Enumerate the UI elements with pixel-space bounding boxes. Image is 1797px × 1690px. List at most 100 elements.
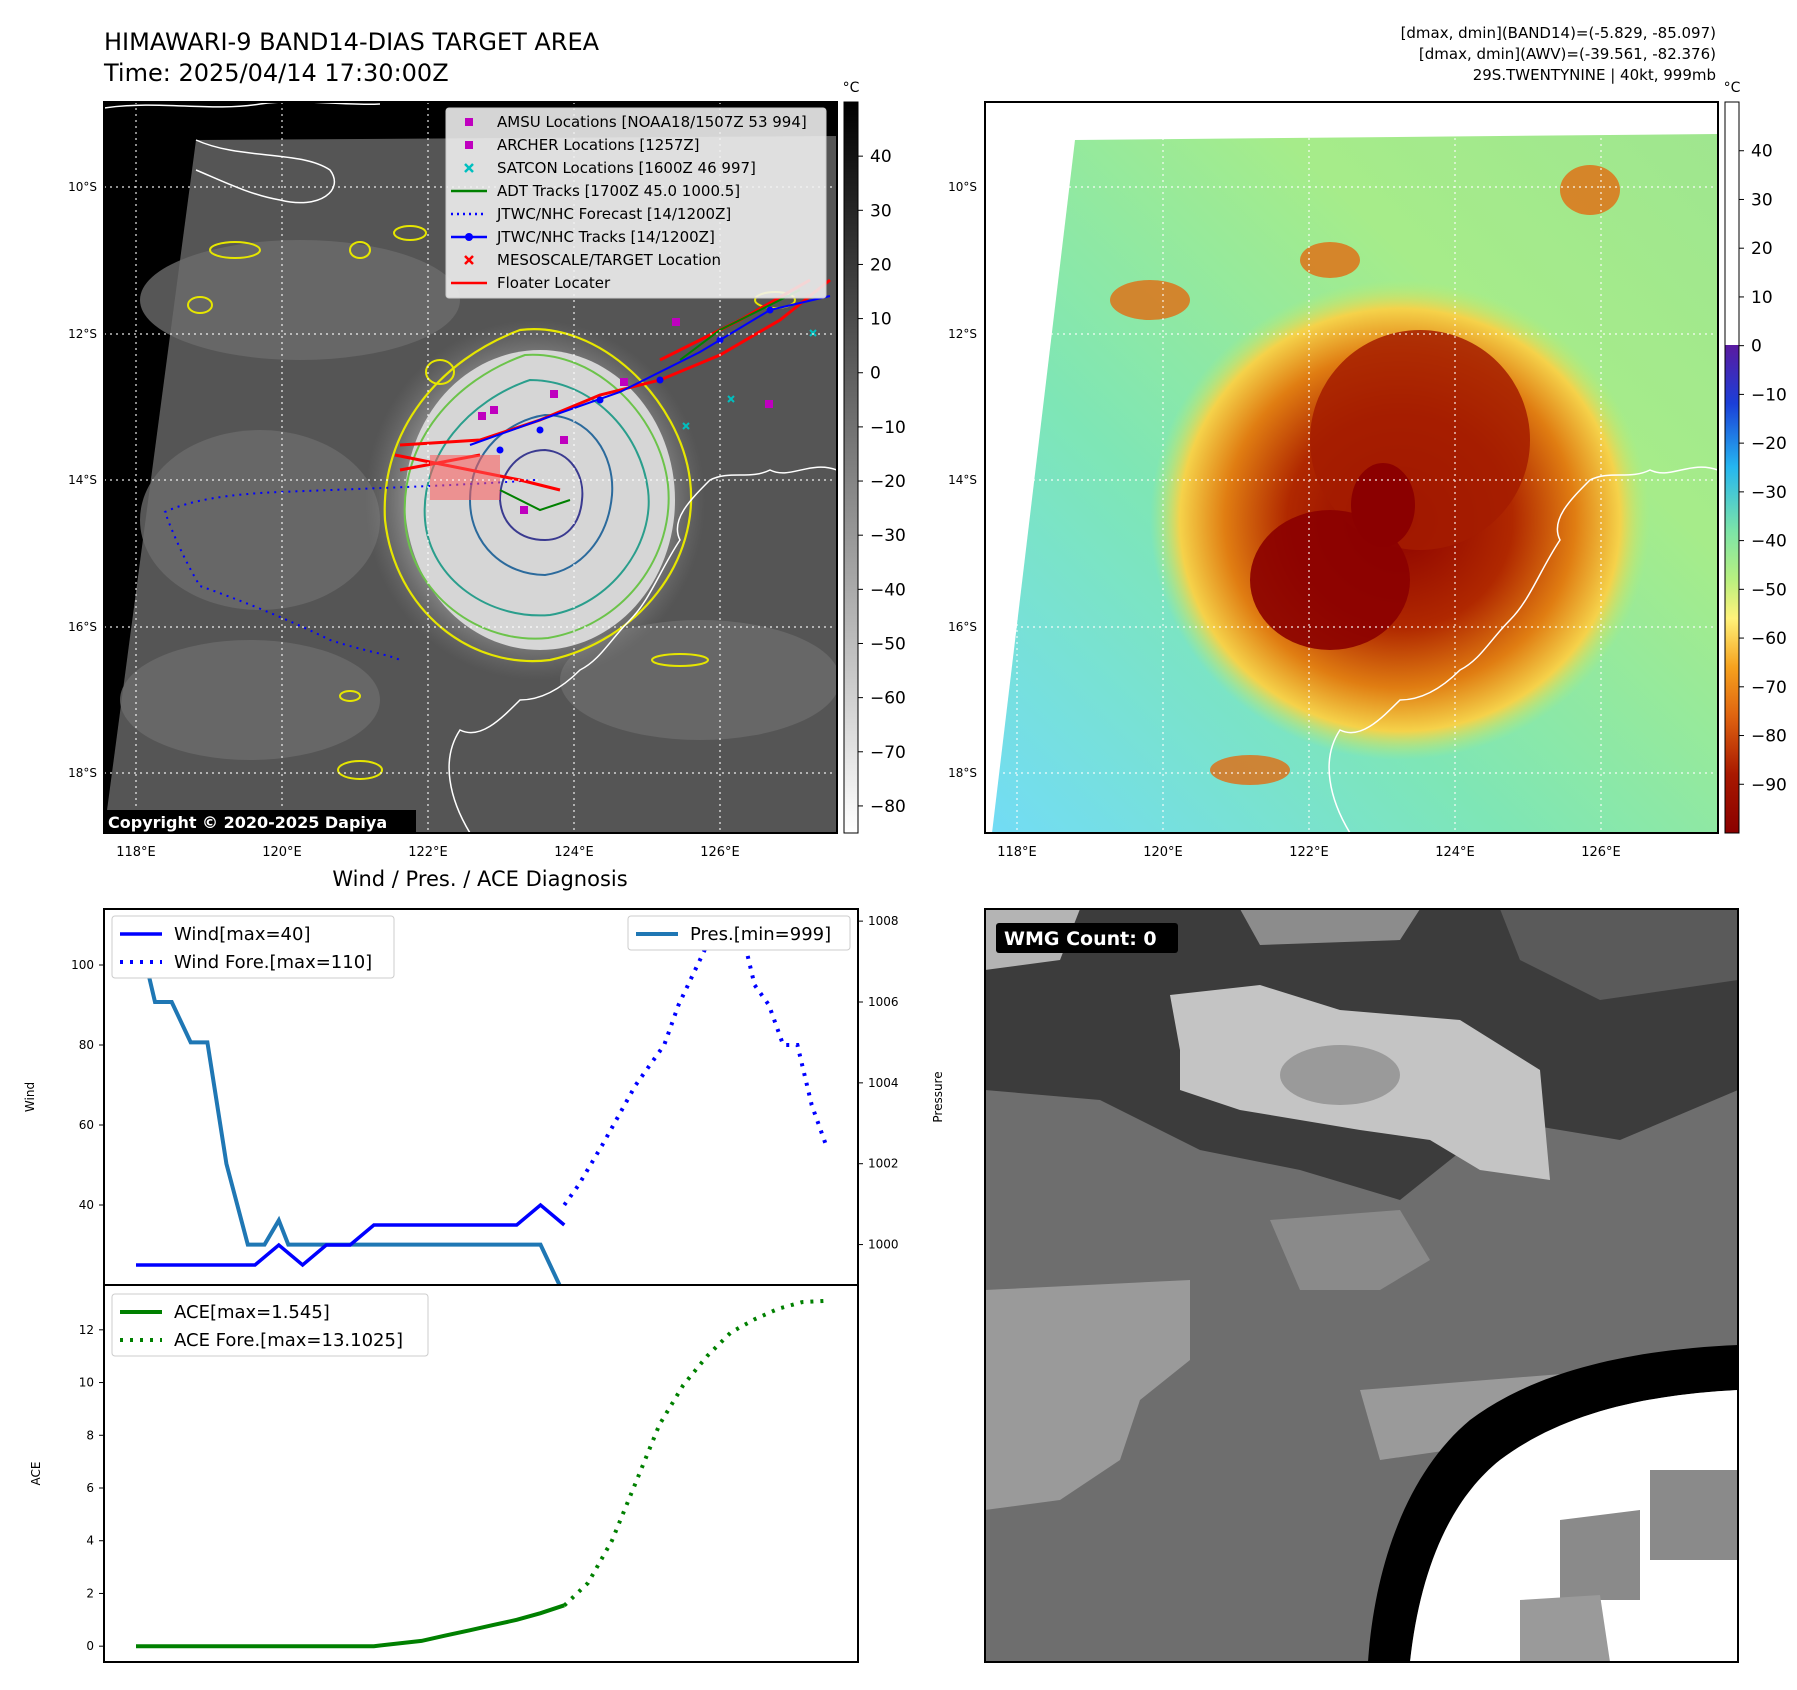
colorbar-tick-label: 30 [870,201,892,221]
legend-pressure-label: Pres.[min=999] [690,924,831,945]
colorbar-tick-label: −20 [1751,434,1787,454]
latitude-labels-right: 10°S 12°S 14°S 16°S 18°S [948,180,977,780]
lon-label: 122°E [1289,845,1329,860]
colorbar-tick-label: 40 [1751,142,1773,162]
wmg-count-label: WMG Count: 0 [1004,928,1157,950]
legend-item: JTWC/NHC Forecast [14/1200Z] [451,205,731,223]
colorbar-tick-label: 40 [870,147,892,167]
figure-title: HIMAWARI-9 BAND14-DIAS TARGET AREA [104,28,600,56]
colorbar-tick-label: −40 [1751,532,1787,552]
pressure-legend: Pres.[min=999] [627,915,851,951]
awv-colorbar-lower [1725,345,1739,833]
colorbar-tick-label: −80 [870,797,906,817]
lon-label: 120°E [262,845,302,860]
copyright-text: Copyright © 2020-2025 Dapiya [108,813,387,832]
colorbar-tick-label: −70 [1751,678,1787,698]
wind-legend: Wind[max=40] Wind Fore.[max=110] [111,915,395,979]
lat-label: 10°S [948,180,977,194]
wind-forecast-line [562,921,828,1207]
lon-label: 124°E [554,845,594,860]
longitude-labels-right: 118°E 120°E 122°E 124°E 126°E [997,845,1621,860]
lon-label: 120°E [1143,845,1183,860]
band14-colorbar [843,101,859,834]
legend-label: ADT Tracks [1700Z 45.0 1000.5] [497,182,740,200]
wmg-panel-frame [984,908,1739,1663]
colorbar-left-ticks: 40 30 20 10 0 −10 −20 −30 −40 −50 −60 −70 −80 [858,147,906,817]
lon-label: 124°E [1435,845,1475,860]
legend-marker-x [464,163,474,173]
y-tick-label: 8 [86,1428,94,1442]
ace-line [136,1603,565,1649]
lon-label: 126°E [1581,845,1621,860]
legend-marker-square [465,141,473,149]
colorbar-tick-label: −90 [1751,775,1787,795]
colorbar-tick-label: −80 [1751,727,1787,747]
lat-label: 16°S [68,620,97,634]
lat-label: 16°S [948,620,977,634]
legend-item: MESOSCALE/TARGET Location [464,251,721,269]
storm-id: 29S.TWENTYNINE | 40kt, 999mb [1473,66,1716,84]
colorbar-right-ticks: 40 30 20 10 0 −10 −20 −30 −40 −50 −60 −70 −80 −90 [1739,142,1787,795]
legend-label: JTWC/NHC Forecast [14/1200Z] [496,205,731,223]
legend-label: ARCHER Locations [1257Z] [497,136,700,154]
ace-chart: 0 2 4 6 8 10 12 ACE ACE[max=1.545] ACE Fore.[max=… [29,1284,859,1663]
colorbar-left-unit: °C [843,80,860,96]
colorbar-tick-label: −50 [1751,580,1787,600]
y-tick-label: 4 [86,1534,94,1548]
wmg-panel [985,909,1738,1662]
colorbar-right-unit: °C [1724,80,1741,96]
pressure-axis-label: Pressure [931,1071,945,1122]
legend-marker-square [465,118,473,126]
colorbar-tick-label: −70 [870,743,906,763]
colorbar-tick-label: −60 [870,689,906,709]
colorbar-tick-label: −20 [870,472,906,492]
legend-marker-dot [465,233,473,241]
lat-label: 12°S [68,327,97,341]
awv-colorbar-upper [1725,102,1739,345]
legend-label: Floater Locater [497,274,611,292]
y2-tick-label: 1000 [868,1238,899,1252]
y2-tick-label: 1002 [868,1157,899,1171]
legend-item: AMSU Locations [NOAA18/1507Z 53 994] [465,113,807,131]
y2-tick-label: 1008 [868,914,899,928]
legend-ace-label: ACE[max=1.545] [174,1302,330,1323]
colorbar-tick-label: −10 [870,418,906,438]
wind-axis-label: Wind [23,1082,37,1112]
y-tick-label: 80 [79,1038,94,1052]
map-legend: AMSU Locations [NOAA18/1507Z 53 994] ARCH… [445,107,827,299]
ace-legend: ACE[max=1.545] ACE Fore.[max=13.1025] [111,1293,429,1357]
colorbar-tick-label: −10 [1751,385,1787,405]
ace-chart-frame [103,1284,859,1663]
legend-label: AMSU Locations [NOAA18/1507Z 53 994] [497,113,807,131]
colorbar-tick-label: −60 [1751,629,1787,649]
diagnosis-title: Wind / Pres. / ACE Diagnosis [332,867,627,891]
legend-label: JTWC/NHC Tracks [14/1200Z] [496,228,715,246]
colorbar-tick-label: 0 [870,364,881,384]
dmax-awv: [dmax, dmin](AWV)=(-39.561, -82.376) [1419,45,1716,63]
y-tick-label: 12 [79,1323,94,1337]
colorbar-tick-label: 10 [1751,288,1773,308]
colorbar-tick-label: −40 [870,580,906,600]
ace-forecast-line [562,1298,827,1607]
lat-label: 12°S [948,327,977,341]
latitude-labels-left: 10°S 12°S 14°S 16°S 18°S [68,180,97,780]
lon-label: 118°E [997,845,1037,860]
colorbar-tick-label: −30 [1751,483,1787,503]
legend-marker-x [464,255,474,265]
legend-item: ADT Tracks [1700Z 45.0 1000.5] [451,182,740,200]
y-tick-label: 10 [79,1376,94,1390]
colorbar-tick-label: 20 [1751,239,1773,259]
colorbar-tick-label: 10 [870,310,892,330]
legend-item: Floater Locater [451,274,611,292]
legend-item: SATCON Locations [1600Z 46 997] [464,159,756,177]
y-tick-label: 60 [79,1118,94,1132]
longitude-labels-left: 118°E 120°E 122°E 124°E 126°E [116,845,740,860]
lat-label: 14°S [68,473,97,487]
y-tick-label: 0 [86,1639,94,1653]
colorbar-tick-label: −30 [870,526,906,546]
colorbar-tick-label: 20 [870,255,892,275]
y-tick-label: 2 [86,1586,94,1600]
figure-time: Time: 2025/04/14 17:30:00Z [103,59,449,87]
wind-line [136,1202,566,1268]
